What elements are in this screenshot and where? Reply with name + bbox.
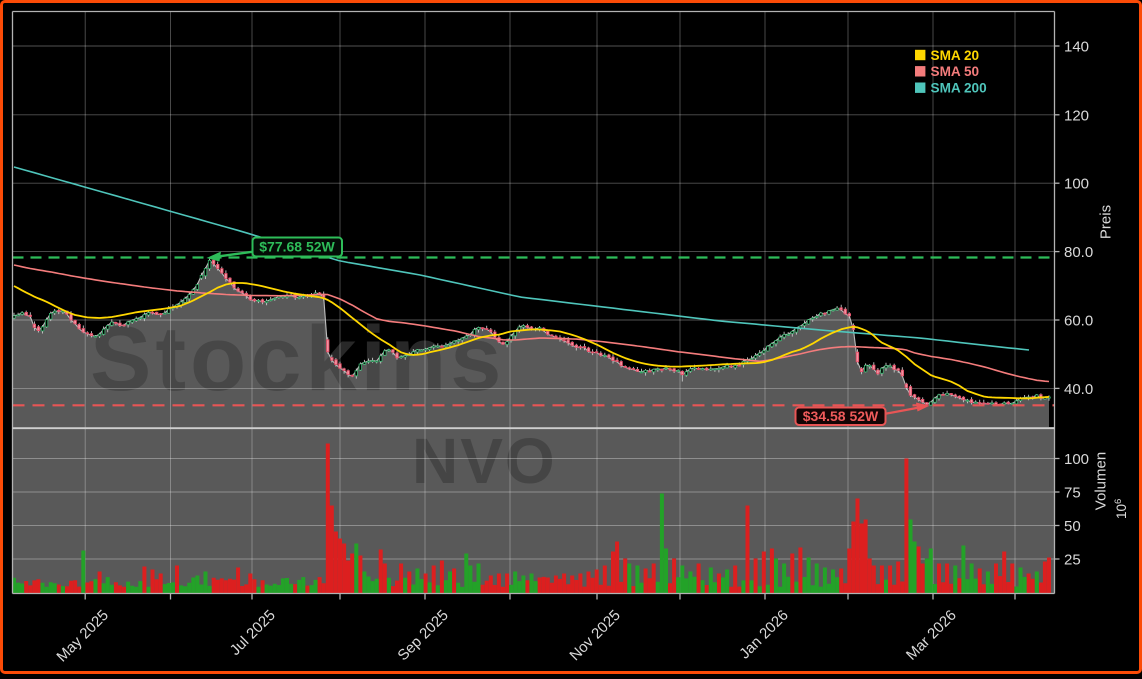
- svg-text:NVO: NVO: [412, 425, 557, 497]
- svg-text:SMA 20: SMA 20: [931, 48, 980, 63]
- svg-text:100: 100: [1064, 451, 1089, 468]
- svg-text:25: 25: [1064, 552, 1081, 569]
- svg-text:75: 75: [1064, 485, 1081, 502]
- svg-text:60.0: 60.0: [1064, 313, 1093, 330]
- svg-text:120: 120: [1064, 107, 1089, 124]
- svg-text:40.0: 40.0: [1064, 381, 1093, 398]
- svg-text:SMA 200: SMA 200: [931, 81, 987, 96]
- svg-text:SMA 50: SMA 50: [931, 64, 980, 79]
- svg-text:80.0: 80.0: [1064, 244, 1093, 261]
- svg-text:140: 140: [1064, 39, 1089, 56]
- svg-text:Volumen: Volumen: [1093, 452, 1110, 510]
- svg-text:$34.58 52W: $34.58 52W: [803, 408, 879, 424]
- svg-text:Preis: Preis: [1098, 205, 1115, 239]
- svg-text:$77.68 52W: $77.68 52W: [259, 239, 335, 255]
- svg-text:Stockins: Stockins: [90, 308, 505, 410]
- svg-text:100: 100: [1064, 176, 1089, 193]
- svg-text:50: 50: [1064, 518, 1081, 535]
